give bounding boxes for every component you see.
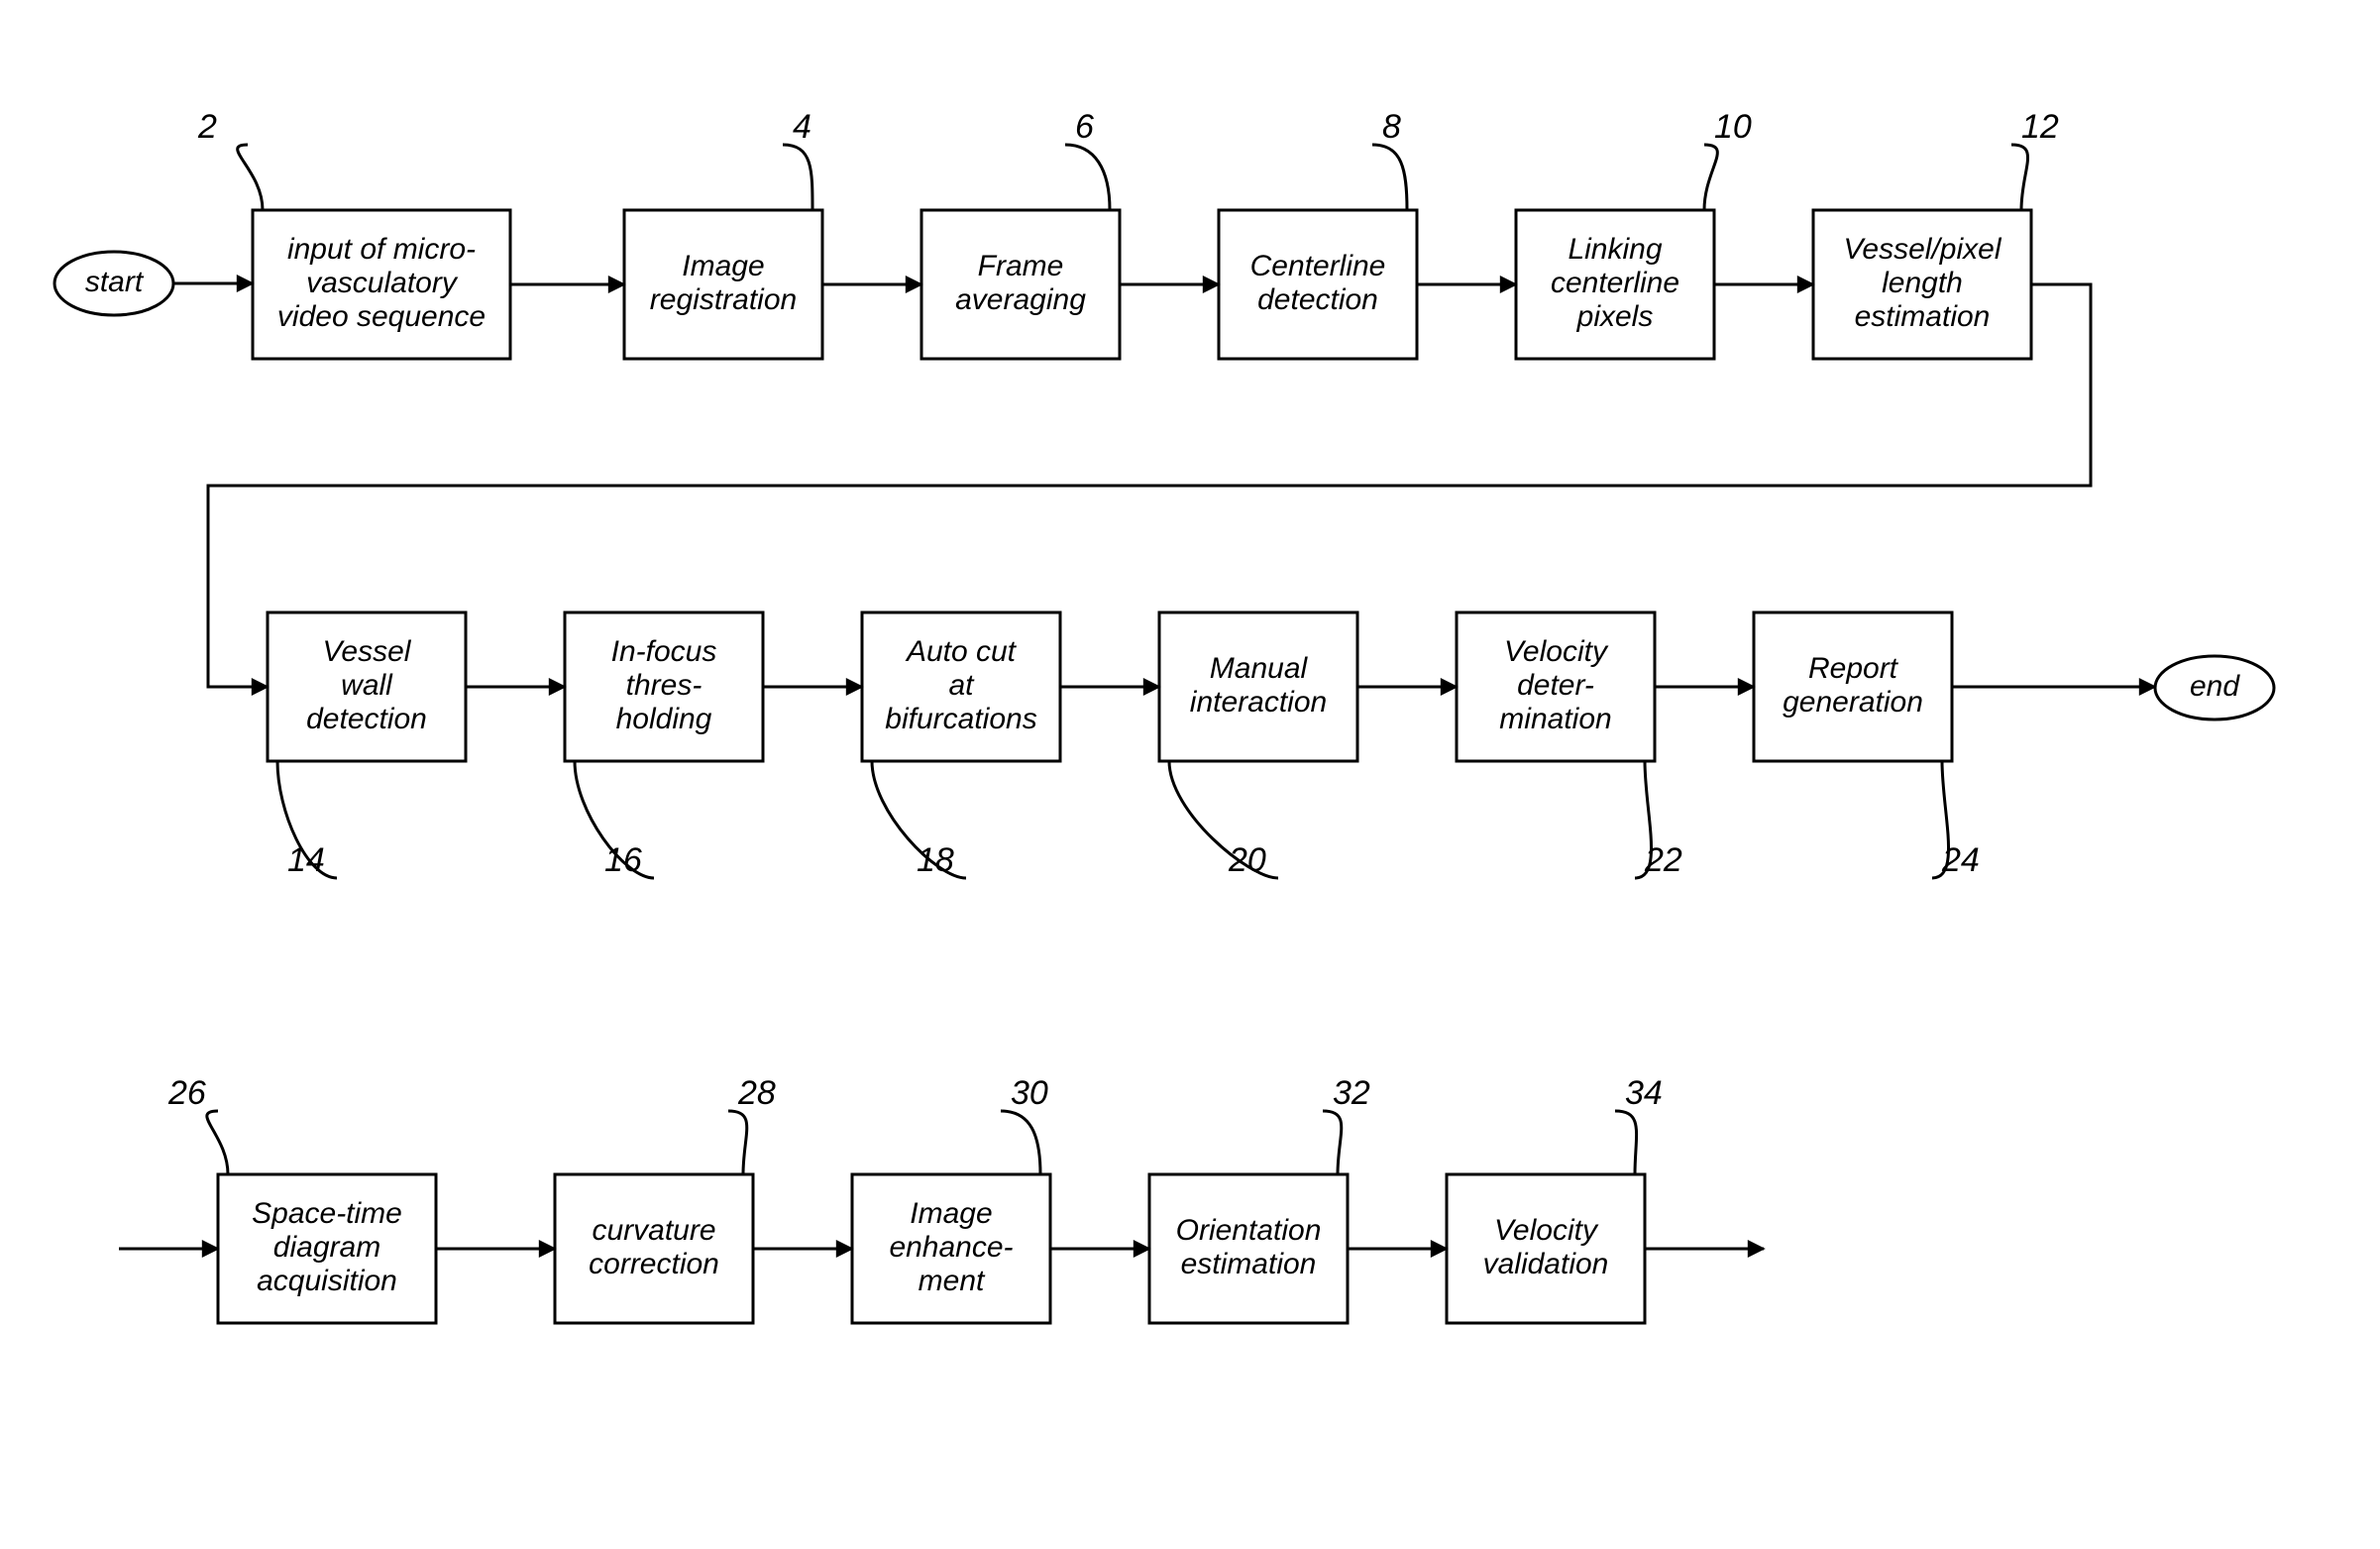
node-14-text-2: detection <box>306 703 427 735</box>
node-28-text-0: curvature <box>592 1214 715 1247</box>
node-24-number: 24 <box>1941 841 1980 879</box>
node-32-text-0: Orientation <box>1176 1214 1322 1247</box>
leader-4 <box>783 145 812 210</box>
node-26-text-0: Space-time <box>252 1197 402 1230</box>
node-24-text-0: Report <box>1808 652 1899 685</box>
node-18-text-2: bifurcations <box>885 703 1036 735</box>
node-4-text-1: registration <box>650 283 797 316</box>
node-22-number: 22 <box>1644 841 1682 879</box>
leader-28 <box>728 1111 747 1174</box>
node-30-number: 30 <box>1011 1074 1048 1112</box>
node-30-text-0: Image <box>910 1197 992 1230</box>
node-16-number: 16 <box>604 841 642 879</box>
node-12-text-1: length <box>1882 267 1963 299</box>
node-14-text-0: Vessel <box>323 635 412 668</box>
leader-2 <box>238 145 263 210</box>
leader-30 <box>1001 1111 1040 1174</box>
leader-10 <box>1704 145 1717 210</box>
node-10-text-2: pixels <box>1576 300 1654 333</box>
leader-8 <box>1372 145 1407 210</box>
node-34-number: 34 <box>1625 1074 1663 1112</box>
node-18-number: 18 <box>917 841 954 879</box>
node-26-number: 26 <box>167 1074 206 1112</box>
node-10-number: 10 <box>1714 108 1752 146</box>
node-28-number: 28 <box>737 1074 776 1112</box>
node-18-text-1: at <box>948 669 975 702</box>
node-2-text-0: input of micro- <box>287 233 476 266</box>
node-34-text-0: Velocity <box>1494 1214 1599 1247</box>
node-28-text-1: correction <box>589 1248 719 1280</box>
leader-26 <box>207 1111 228 1174</box>
node-32-text-1: estimation <box>1181 1248 1317 1280</box>
node-32-number: 32 <box>1333 1074 1370 1112</box>
terminal-start-label: start <box>85 266 145 298</box>
node-10-text-0: Linking <box>1568 233 1662 266</box>
node-6-text-0: Frame <box>978 250 1064 282</box>
node-20-number: 20 <box>1228 841 1266 879</box>
node-14-text-1: wall <box>341 669 393 702</box>
leader-34 <box>1615 1111 1637 1174</box>
node-20-text-1: interaction <box>1190 686 1327 719</box>
node-22-text-1: deter- <box>1517 669 1594 702</box>
node-12-text-0: Vessel/pixel <box>1844 233 2002 266</box>
node-26-text-1: diagram <box>273 1231 380 1264</box>
node-6-text-1: averaging <box>955 283 1086 316</box>
node-14-number: 14 <box>287 841 325 879</box>
node-30-text-2: ment <box>919 1265 986 1297</box>
node-24-text-1: generation <box>1783 686 1923 719</box>
leader-12 <box>2011 145 2028 210</box>
node-2-text-1: vasculatory <box>306 267 459 299</box>
node-12-text-2: estimation <box>1855 300 1991 333</box>
node-34-text-1: validation <box>1483 1248 1609 1280</box>
node-2-number: 2 <box>197 108 217 146</box>
node-8-text-1: detection <box>1257 283 1378 316</box>
node-4-number: 4 <box>793 108 811 146</box>
node-12-number: 12 <box>2021 108 2059 146</box>
node-22-text-2: mination <box>1499 703 1611 735</box>
node-26-text-2: acquisition <box>257 1265 397 1297</box>
node-10-text-1: centerline <box>1551 267 1679 299</box>
node-4-text-0: Image <box>682 250 764 282</box>
node-22-text-0: Velocity <box>1504 635 1609 668</box>
terminal-end-label: end <box>2190 670 2240 703</box>
node-8-number: 8 <box>1382 108 1401 146</box>
node-20-text-0: Manual <box>1210 652 1309 685</box>
node-16-text-0: In-focus <box>611 635 717 668</box>
node-18-text-0: Auto cut <box>905 635 1018 668</box>
node-16-text-2: holding <box>616 703 712 735</box>
node-30-text-1: enhance- <box>889 1231 1013 1264</box>
leader-6 <box>1065 145 1110 210</box>
node-2-text-2: video sequence <box>277 300 486 333</box>
node-6-number: 6 <box>1075 108 1094 146</box>
leader-32 <box>1323 1111 1342 1174</box>
node-16-text-1: thres- <box>626 669 703 702</box>
node-8-text-0: Centerline <box>1250 250 1386 282</box>
